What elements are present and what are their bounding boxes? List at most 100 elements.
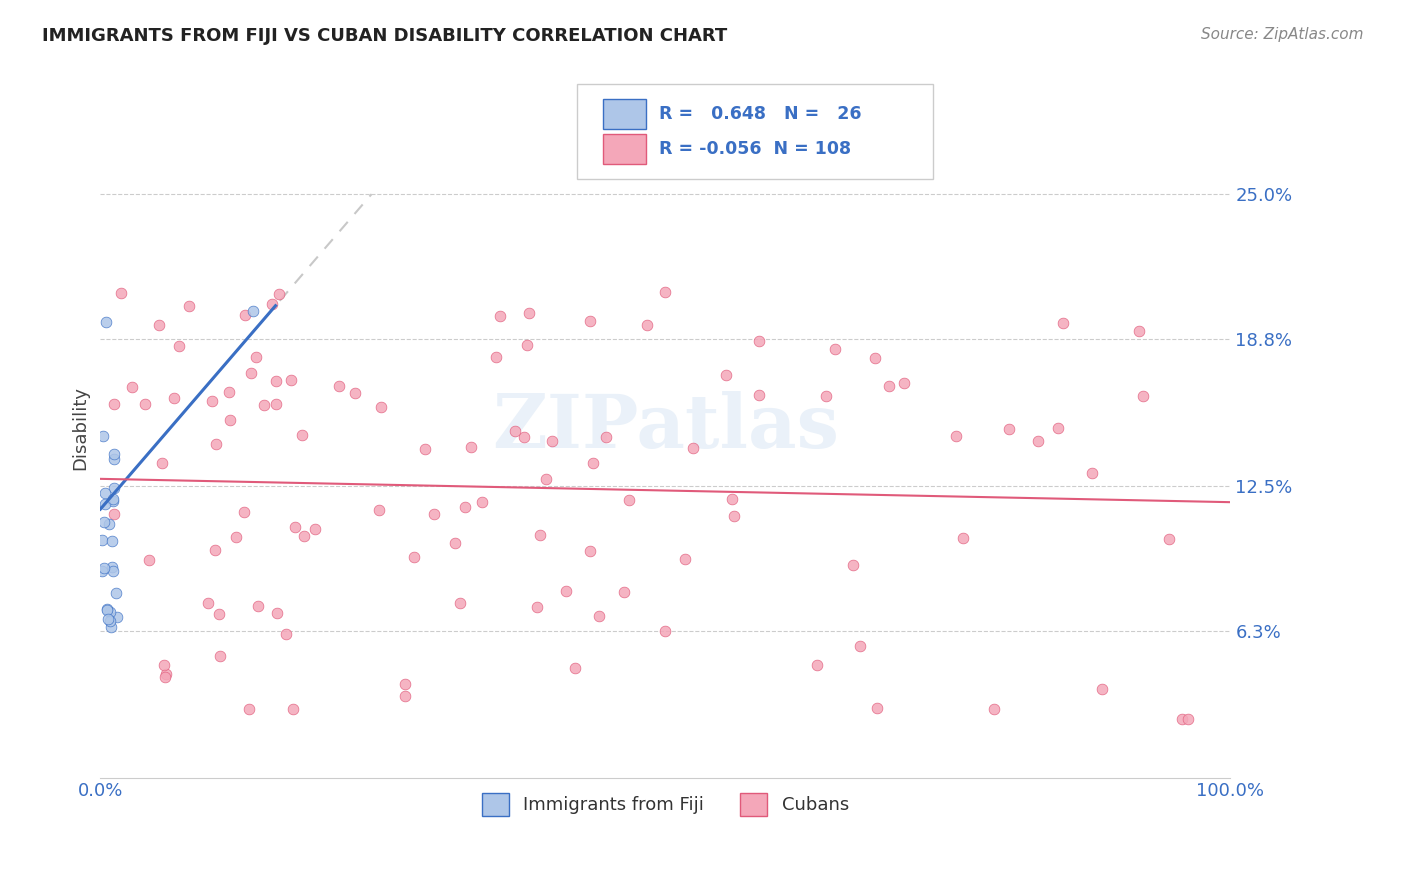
Point <box>1026 434 1049 449</box>
Point <box>93 515 115 529</box>
Point <box>94 486 117 500</box>
Point <box>209 648 232 663</box>
Point <box>291 428 314 442</box>
Point <box>675 551 697 566</box>
Point <box>460 440 482 454</box>
Point <box>489 310 512 324</box>
Point <box>998 422 1021 436</box>
Point <box>238 702 260 716</box>
Point <box>163 391 186 405</box>
Point <box>444 536 467 550</box>
Point <box>748 334 770 348</box>
Point <box>96 602 118 616</box>
Point <box>636 318 658 332</box>
Point <box>292 528 315 542</box>
Point <box>103 481 125 495</box>
Point <box>91 429 114 443</box>
Point <box>613 585 636 599</box>
Point <box>110 285 132 300</box>
Point <box>218 385 240 400</box>
Point <box>1132 389 1154 403</box>
Point <box>513 429 536 443</box>
Point <box>866 701 889 715</box>
Point <box>103 447 125 461</box>
Point <box>842 558 865 572</box>
Point <box>682 442 704 456</box>
Point <box>148 318 170 332</box>
Point <box>449 596 471 610</box>
Point <box>617 493 640 508</box>
Point <box>233 308 256 322</box>
Point <box>526 599 548 614</box>
Point <box>240 366 263 380</box>
Point <box>201 394 224 409</box>
Point <box>1171 712 1194 726</box>
Point <box>304 522 326 536</box>
Point <box>595 430 617 444</box>
Point <box>394 689 416 703</box>
Point <box>814 389 837 403</box>
Point <box>534 472 557 486</box>
Point <box>806 657 828 672</box>
Point <box>101 559 124 574</box>
FancyBboxPatch shape <box>578 85 934 179</box>
Text: IMMIGRANTS FROM FIJI VS CUBAN DISABILITY CORRELATION CHART: IMMIGRANTS FROM FIJI VS CUBAN DISABILITY… <box>42 27 727 45</box>
Point <box>138 553 160 567</box>
Point <box>402 549 425 564</box>
Point <box>245 351 267 365</box>
Point <box>197 596 219 610</box>
Point <box>150 456 173 470</box>
Point <box>100 620 122 634</box>
Point <box>283 702 305 716</box>
Point <box>93 560 115 574</box>
Point <box>134 397 156 411</box>
Point <box>264 397 287 411</box>
Point <box>247 599 270 613</box>
Point <box>415 442 437 457</box>
Point <box>98 605 121 619</box>
Point <box>96 602 118 616</box>
Point <box>516 338 538 352</box>
Point <box>654 624 676 638</box>
FancyBboxPatch shape <box>603 134 647 163</box>
Point <box>280 373 302 387</box>
Point <box>564 661 586 675</box>
Point <box>529 528 551 542</box>
Point <box>179 299 201 313</box>
Point <box>1052 317 1074 331</box>
Point <box>1047 421 1070 435</box>
Point <box>204 436 226 450</box>
Y-axis label: Disability: Disability <box>72 385 89 469</box>
Point <box>103 397 125 411</box>
Point <box>90 533 112 547</box>
Point <box>654 285 676 300</box>
Point <box>153 658 176 673</box>
Point <box>103 507 125 521</box>
Point <box>503 424 526 438</box>
Point <box>748 387 770 401</box>
Text: R = -0.056  N = 108: R = -0.056 N = 108 <box>658 140 851 158</box>
Point <box>101 564 124 578</box>
Point <box>588 608 610 623</box>
Point <box>517 306 540 320</box>
Point <box>454 500 477 515</box>
Point <box>98 615 121 629</box>
Point <box>555 584 578 599</box>
Point <box>121 380 143 394</box>
Point <box>103 493 125 508</box>
Point <box>368 503 391 517</box>
Point <box>155 667 177 681</box>
Point <box>284 520 307 534</box>
Point <box>849 639 872 653</box>
Point <box>267 287 290 301</box>
Point <box>1128 324 1150 338</box>
Point <box>579 543 602 558</box>
Point <box>328 379 350 393</box>
Point <box>225 530 247 544</box>
Point <box>101 491 124 506</box>
Point <box>1157 532 1180 546</box>
Point <box>260 297 283 311</box>
Point <box>423 507 446 521</box>
Point <box>723 508 745 523</box>
Point <box>343 385 366 400</box>
